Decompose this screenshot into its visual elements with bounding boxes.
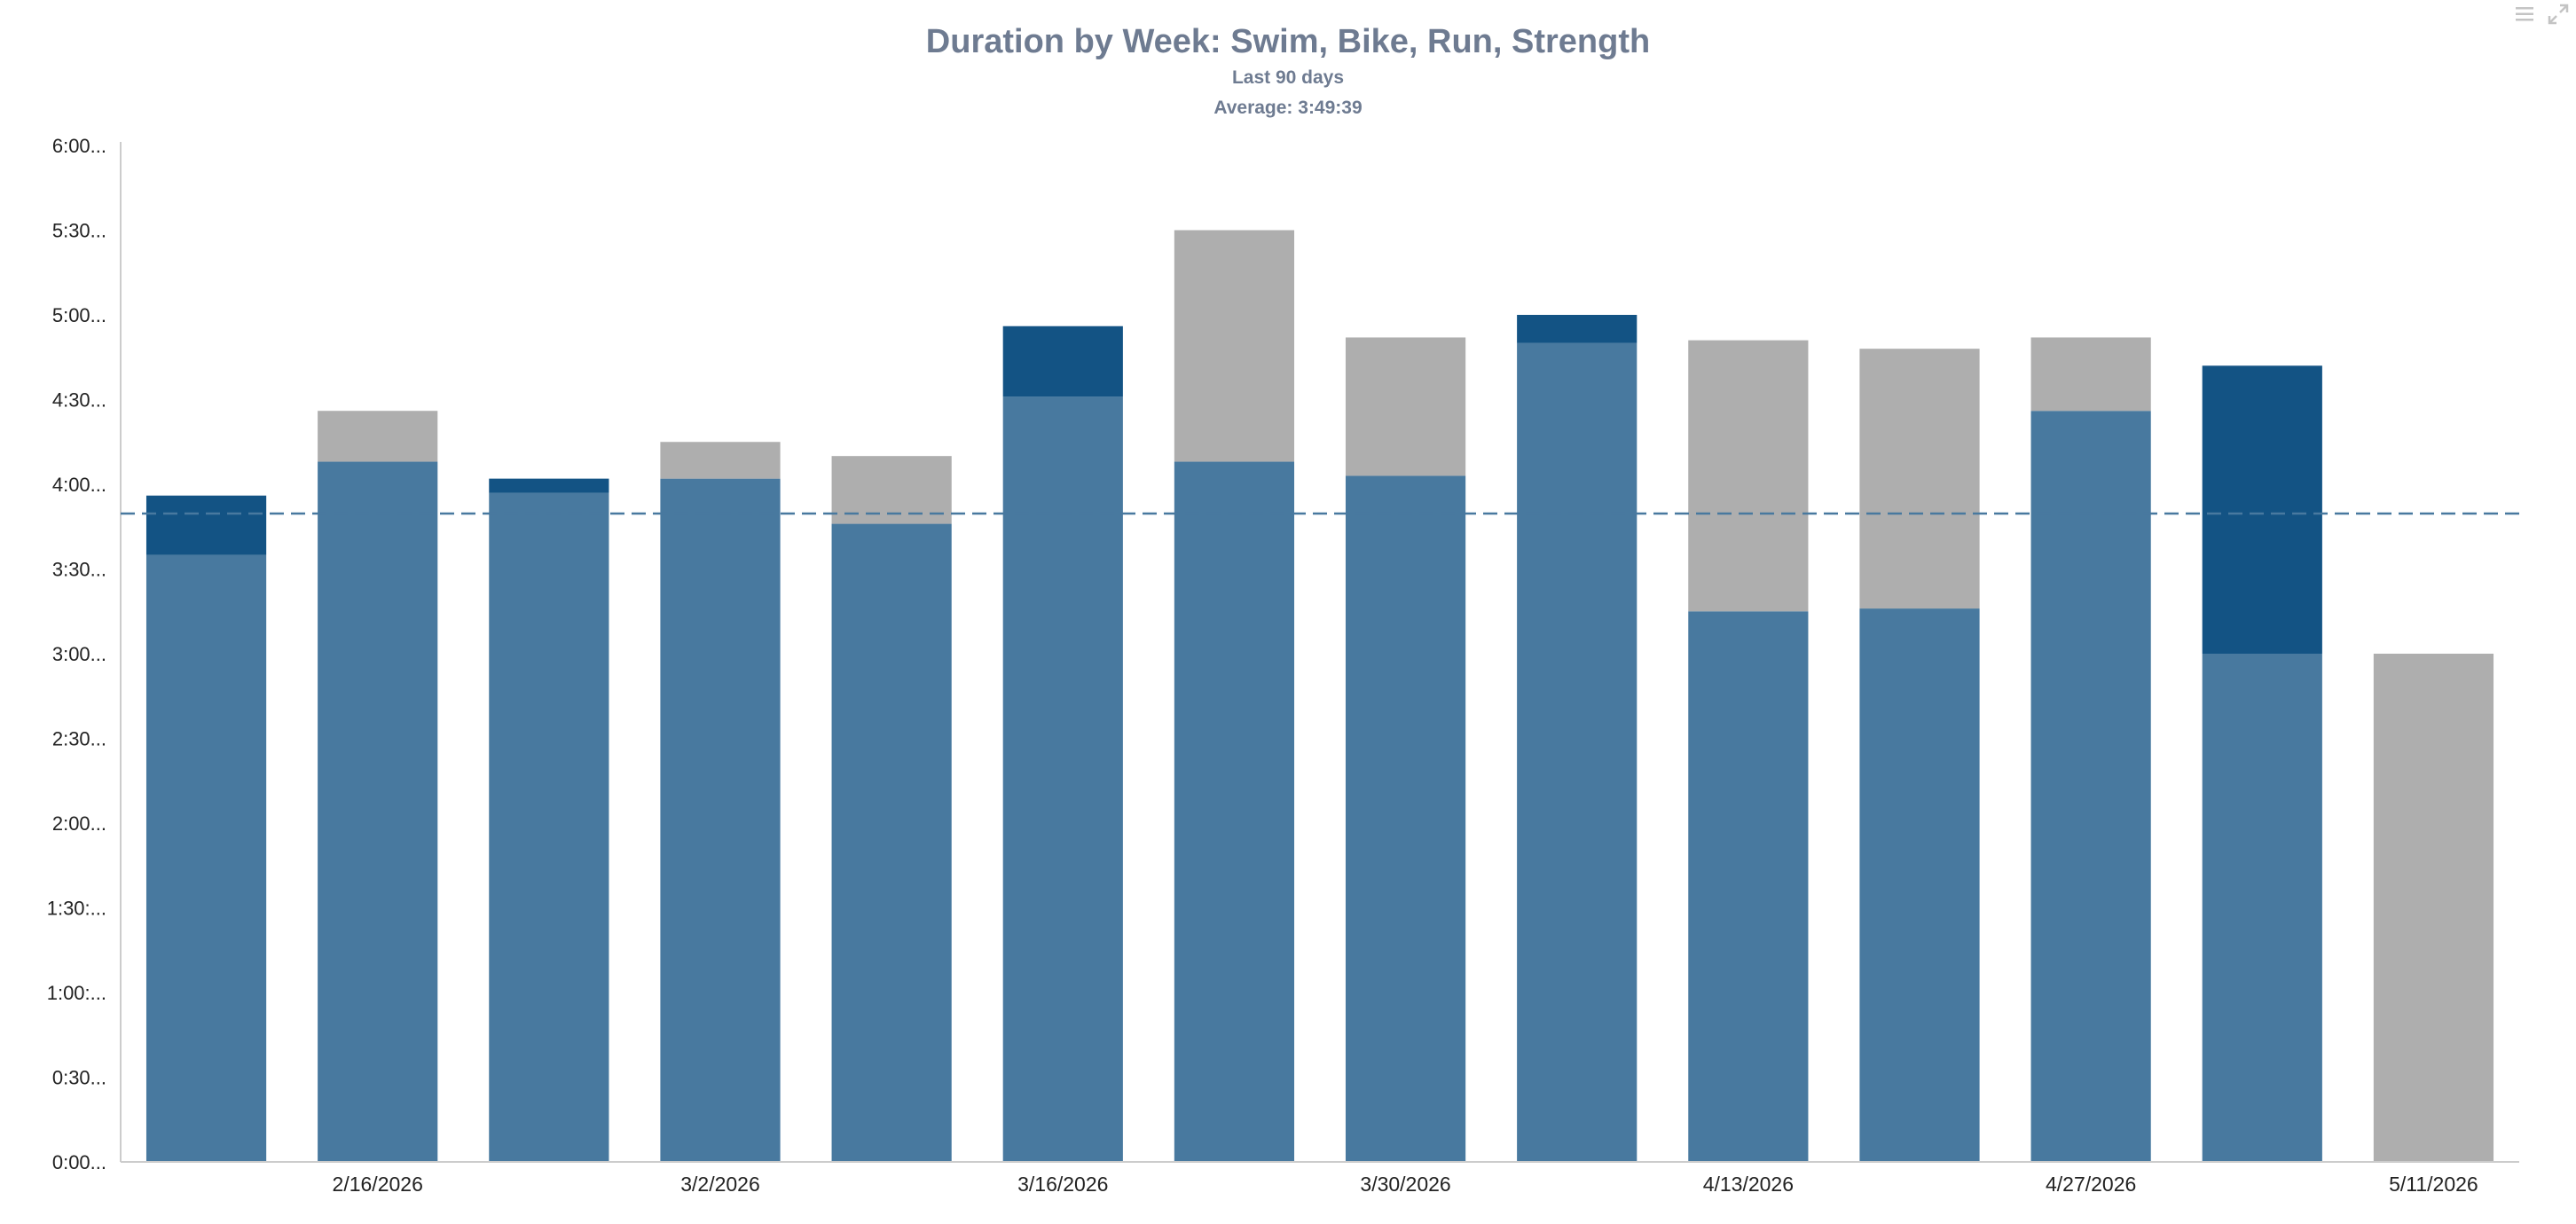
bar-segment [2202, 365, 2322, 654]
x-tick-label: 3/2/2026 [680, 1173, 760, 1196]
x-tick-label: 3/30/2026 [1360, 1173, 1450, 1196]
y-tick-label: 4:00... [52, 474, 106, 496]
y-tick-label: 3:00... [52, 643, 106, 665]
bar-segment [2202, 654, 2322, 1162]
bar-segment [1859, 349, 1980, 609]
bar-segment [1688, 611, 1809, 1162]
bar-segment [660, 442, 781, 479]
bar-segment [831, 523, 952, 1162]
y-tick-label: 0:30... [52, 1067, 106, 1089]
hamburger-menu-icon[interactable] [2514, 4, 2535, 25]
y-tick-label: 3:30... [52, 559, 106, 581]
bar-segment [1688, 340, 1809, 612]
bar-segment [145, 495, 267, 555]
bar-segment [145, 554, 267, 1162]
bar-segment [489, 478, 609, 493]
y-tick-label: 1:00:... [47, 982, 106, 1004]
bar-segment [660, 478, 781, 1162]
bar-segment [1859, 608, 1980, 1162]
bar-segment [2030, 337, 2151, 412]
y-tick-label: 5:00... [52, 304, 106, 326]
y-tick-label: 1:30:... [47, 898, 106, 920]
bar-segment [2373, 654, 2494, 1162]
expand-arrows-icon[interactable] [2548, 4, 2569, 25]
bar-segment [1517, 342, 1637, 1162]
x-tick-label: 4/13/2026 [1703, 1173, 1794, 1196]
bar-segment [318, 411, 438, 462]
x-tick-label: 5/11/2026 [2389, 1173, 2478, 1196]
average-label: Average: 3:49:39 [1213, 98, 1363, 118]
bar-segment [1174, 230, 1295, 462]
y-tick-label: 2:00... [52, 812, 106, 835]
bar-segment [1345, 337, 1466, 476]
bar-segment [1517, 315, 1637, 343]
y-tick-label: 4:30... [52, 389, 106, 412]
y-tick-label: 0:00... [52, 1151, 106, 1173]
bar-segment [1174, 461, 1295, 1162]
bar-segment [318, 461, 438, 1162]
bar-segment [1002, 326, 1123, 397]
bar-segment [489, 492, 609, 1162]
y-tick-label: 5:30... [52, 220, 106, 242]
bar-segment [1345, 475, 1466, 1162]
y-tick-label: 2:30... [52, 728, 106, 750]
x-tick-label: 3/16/2026 [1017, 1173, 1108, 1196]
bar-segment [2030, 411, 2151, 1162]
x-tick-label: 2/16/2026 [333, 1173, 423, 1196]
bar-segment [1002, 396, 1123, 1163]
y-tick-label: 6:00... [52, 135, 106, 157]
chart-subtitle: Last 90 days [1231, 67, 1345, 88]
x-tick-label: 4/27/2026 [2046, 1173, 2136, 1196]
chart-title: Duration by Week: Swim, Bike, Run, Stren… [925, 23, 1651, 60]
